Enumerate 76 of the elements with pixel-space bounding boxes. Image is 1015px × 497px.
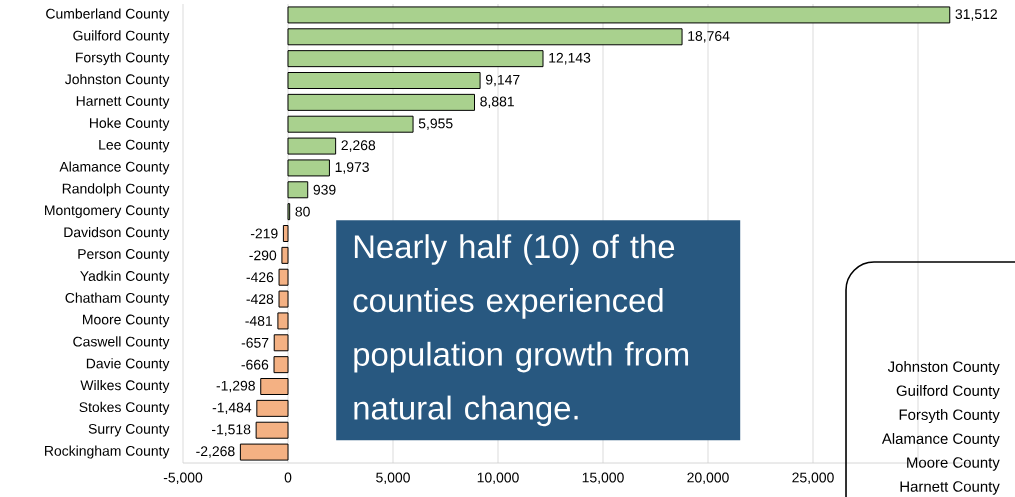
x-tick-label: 15,000 (582, 472, 624, 485)
data-label: 31,512 (955, 9, 997, 21)
x-tick-label: 10,000 (477, 472, 519, 485)
data-label: 12,143 (549, 52, 591, 65)
annotation: Guilford County (896, 385, 1000, 399)
bar (287, 93, 475, 111)
y-tick-label: Chatham County (65, 292, 170, 306)
bar (260, 378, 289, 395)
text: Harnett County (900, 481, 1000, 495)
annotation: Alamance County (881, 433, 1000, 447)
data-label: -426 (246, 272, 274, 283)
data-label: -428 (246, 294, 274, 305)
bar (287, 6, 951, 24)
data-label: 1,973 (335, 162, 369, 174)
data-label: -1,298 (216, 380, 255, 393)
x-tick-label: 20,000 (687, 472, 729, 485)
data-label: -666 (241, 359, 269, 370)
y-tick-label: Lee County (99, 139, 170, 153)
data-label: 2,268 (341, 140, 376, 152)
y-tick-label: Wilkes County (80, 380, 170, 393)
y-tick-label: Guilford County (73, 30, 170, 44)
bar (287, 181, 309, 199)
y-tick-label: Stokes County (79, 401, 170, 415)
data-label: -290 (249, 250, 277, 261)
x-tick-label: 25,000 (792, 472, 834, 485)
y-tick-label: Randolph County (62, 183, 170, 197)
data-label: 18,764 (688, 31, 730, 43)
y-tick-label: Yadkin County (80, 270, 170, 284)
data-label: -219 (250, 228, 278, 239)
data-label: -1,484 (212, 402, 252, 415)
y-tick-label: Harnett County (76, 96, 170, 109)
x-tick-label: 0 (284, 472, 292, 483)
y-tick-label: Davie County (86, 358, 170, 372)
y-tick-label: Alamance County (59, 161, 170, 175)
y-tick-label: Surry County (88, 423, 170, 437)
y-tick-label: Cumberland County (46, 8, 170, 22)
y-tick-label: Hoke County (89, 117, 170, 131)
data-label: -657 (241, 337, 269, 348)
data-label: -481 (245, 315, 273, 326)
bar (287, 28, 683, 46)
bar (277, 312, 289, 330)
bar (287, 115, 414, 133)
bar (287, 159, 330, 177)
x-tick-label: 5,000 (376, 472, 410, 485)
bar (281, 246, 289, 264)
bar (287, 72, 481, 89)
bar (255, 421, 289, 439)
annotation: Johnston County (887, 361, 1000, 375)
data-label: 80 (295, 206, 310, 217)
data-label: 5,955 (418, 118, 453, 130)
y-tick-label: Moore County (83, 314, 170, 328)
bar (282, 225, 289, 242)
data-label: 939 (313, 184, 336, 195)
bar (256, 399, 289, 417)
annotation: Forsyth County (899, 409, 1000, 423)
y-tick-label: Caswell County (73, 336, 170, 350)
y-tick-label: Johnston County (65, 74, 170, 87)
bar (239, 443, 289, 461)
bar (278, 290, 289, 308)
data-label: -1,518 (212, 424, 251, 436)
y-tick-label: Forsyth County (76, 52, 170, 66)
data-label: 9,147 (485, 74, 520, 87)
annotation: Moore County (907, 457, 1000, 471)
bar (287, 50, 544, 68)
bar (278, 268, 289, 286)
annotation: Nearly half (10) of the counties experienced population growth from natural change. (353, 234, 689, 427)
y-tick-label: Montgomery County (45, 205, 170, 218)
y-tick-label: Davidson County (64, 227, 170, 240)
y-tick-label: Person County (78, 249, 170, 262)
bar (273, 356, 289, 374)
x-tick-label: -5,000 (163, 472, 203, 485)
data-label: -2,268 (196, 446, 235, 458)
bar (273, 334, 289, 352)
data-label: 8,881 (480, 96, 514, 109)
y-tick-label: Rockingham County (45, 445, 170, 459)
bar (287, 137, 337, 155)
